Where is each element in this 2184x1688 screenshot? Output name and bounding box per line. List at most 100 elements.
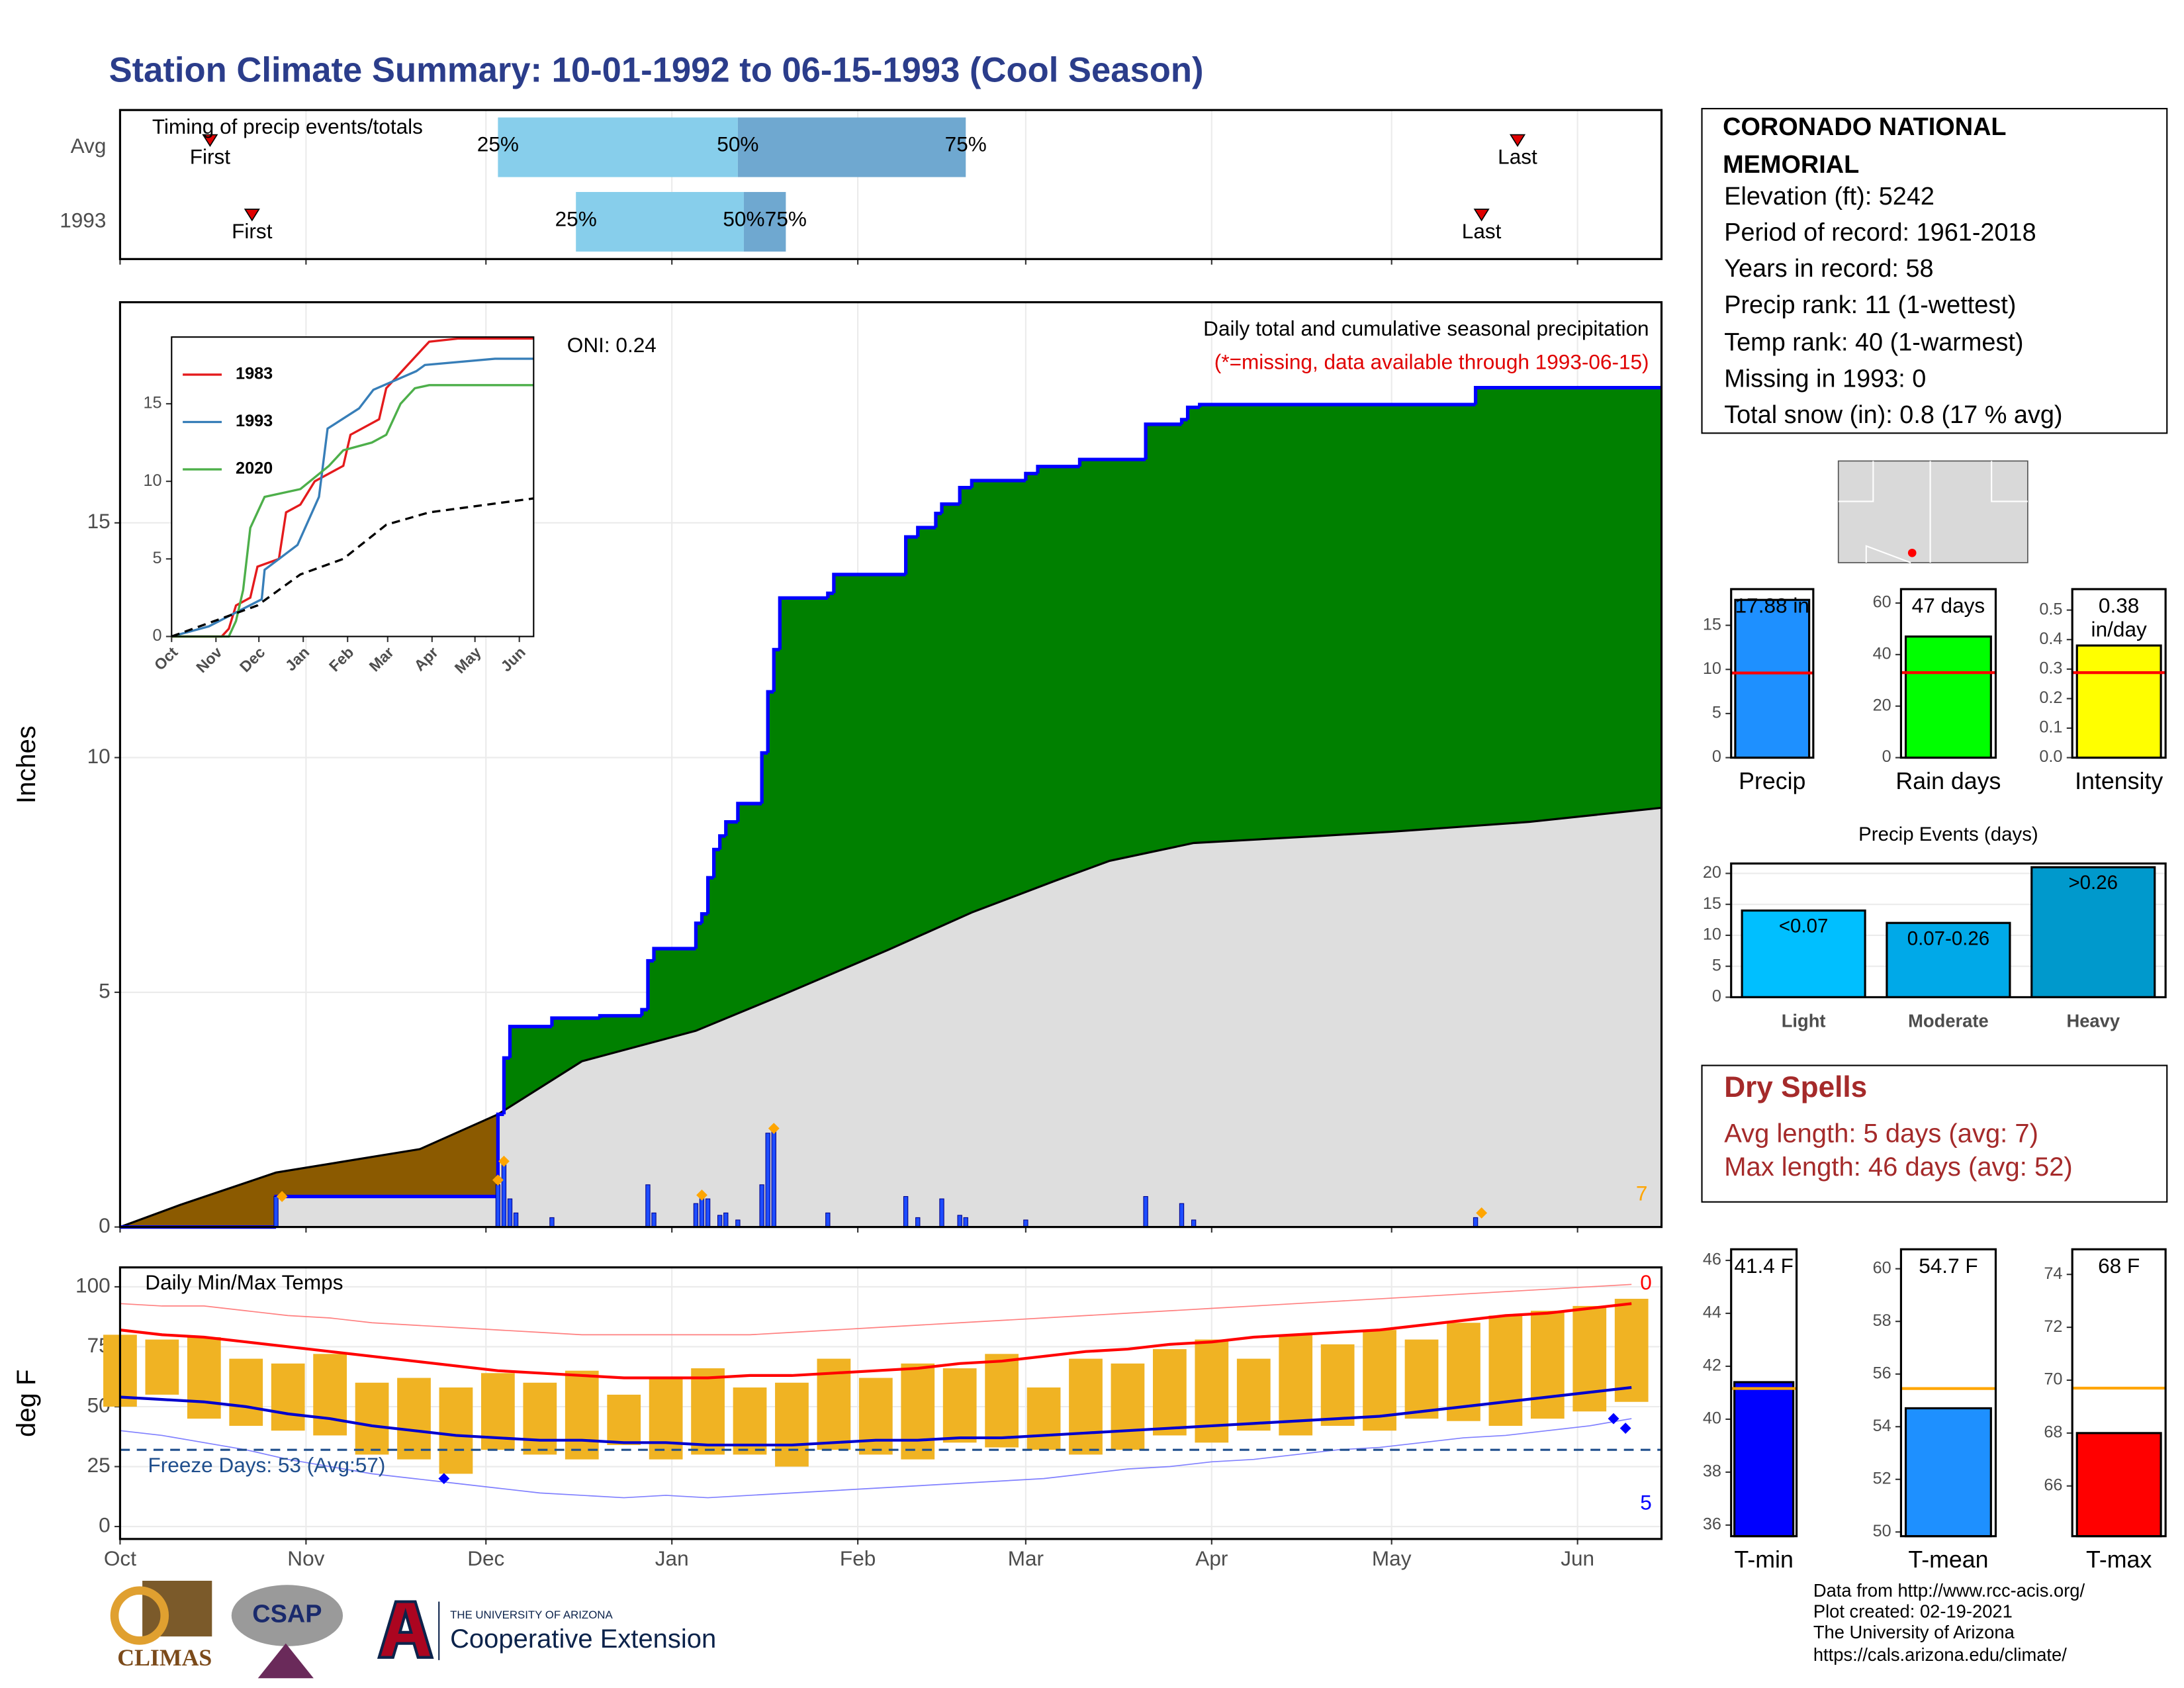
event-label: First	[232, 219, 273, 243]
cumulative-step	[1473, 385, 1662, 405]
cumulative-step	[1036, 465, 1080, 474]
daily-bar	[1143, 1196, 1148, 1228]
cumulative-step	[760, 751, 768, 804]
quartile-label: 50%	[717, 132, 758, 156]
category-label: Light	[1782, 1011, 1826, 1031]
logo-text: THE UNIVERSITY OF ARIZONA	[450, 1609, 613, 1621]
event-label: Last	[1462, 219, 1502, 243]
bar	[1733, 1381, 1795, 1538]
y-tick-label: 0	[99, 1213, 111, 1237]
plot-frame	[1730, 1248, 1798, 1538]
y-tick-label: 54	[1873, 1417, 1891, 1435]
cumulative-step	[502, 1056, 510, 1115]
quartile-label: 25%	[477, 132, 519, 156]
cumulative-step	[916, 526, 936, 538]
cumulative-step	[705, 876, 714, 914]
y-tick-label: 60	[1873, 1258, 1891, 1277]
cumulative-step	[652, 947, 696, 961]
temp-range-bar	[1153, 1349, 1187, 1436]
x-tick-label: Dec	[467, 1546, 504, 1570]
credit-line: The University of Arizona	[1813, 1622, 2015, 1642]
value-label-box: 54.7 F	[1919, 1254, 1978, 1279]
quartile-label: 50%	[723, 207, 764, 230]
value-label: 41.4 F	[1734, 1254, 1794, 1279]
daily-bar	[759, 1184, 764, 1228]
annotation: 0	[1640, 1270, 1652, 1294]
y-tick-label: 15	[1703, 894, 1721, 913]
average-area	[120, 808, 1662, 1227]
y-tick-label: 100	[75, 1273, 111, 1297]
cumulative-step	[832, 573, 906, 594]
record-marker	[438, 1473, 450, 1485]
value-label-box: 0.38 in/day	[2091, 594, 2147, 642]
x-tick-label: Oct	[104, 1546, 136, 1570]
temp-range-bar	[565, 1370, 599, 1460]
y-tick-label: 60	[1873, 593, 1891, 612]
cumulative-step	[904, 535, 918, 575]
x-tick-label: Nov	[287, 1546, 324, 1570]
bar-label: <0.07	[1779, 915, 1829, 937]
station-detail: Temp rank: 40 (1-warmest)	[1724, 329, 2023, 357]
daily-bar	[723, 1212, 729, 1228]
temp-range-bar	[733, 1387, 767, 1455]
station-name-box: CORONADO NATIONAL MEMORIAL	[1723, 113, 2006, 178]
bar	[2075, 644, 2162, 759]
cumulative-step	[1077, 457, 1146, 467]
temp-range-bar	[439, 1387, 473, 1474]
bar-label: 0.07-0.26	[1907, 927, 1989, 949]
annotation: Daily total and cumulative seasonal prec…	[1203, 316, 1649, 340]
temp-range-bar	[355, 1382, 389, 1455]
cumulative-step	[718, 834, 726, 850]
temp-range-bar	[187, 1336, 221, 1419]
logo-text: CSAP	[252, 1601, 322, 1628]
daily-bar	[963, 1217, 968, 1228]
category-label: Intensity	[2075, 768, 2163, 794]
page-title: Station Climate Summary: 10-01-1992 to 0…	[109, 50, 1204, 89]
y-tick-label: 56	[1873, 1364, 1891, 1382]
record-marker	[1608, 1413, 1619, 1425]
y-tick-label: 5	[1712, 956, 1721, 974]
station-detail: Precip rank: 11 (1-wettest)	[1724, 291, 2016, 319]
legend-label: 1983	[236, 365, 273, 383]
temp-range-bar	[1236, 1358, 1271, 1431]
daily-bar	[507, 1198, 513, 1228]
climas-logo: CLIMAS	[110, 1580, 212, 1671]
quartile-bar	[737, 117, 966, 177]
quartile-bar	[498, 117, 738, 177]
temp-range-bar	[1614, 1299, 1649, 1402]
event-marker	[1509, 134, 1526, 147]
quartile-bar	[743, 192, 786, 252]
cumulative-step	[496, 1112, 504, 1197]
annotation: Daily Min/Max Temps	[145, 1270, 343, 1294]
cumulative-step	[1198, 402, 1476, 408]
record-high-line	[120, 1284, 1632, 1336]
station-details: Elevation (ft): 5242 Period of record: 1…	[1724, 183, 2062, 429]
avg-min-line	[120, 1385, 1632, 1447]
cumulative-step	[934, 512, 942, 528]
y-tick-label: 50	[1873, 1522, 1891, 1540]
annotation: 7	[1636, 1182, 1648, 1205]
temp-range-bar	[649, 1378, 683, 1460]
surplus-area	[120, 387, 1662, 1227]
plot-frame	[118, 109, 1663, 260]
temp-range-bar	[229, 1358, 263, 1426]
cumulative-step	[1185, 405, 1200, 420]
x-tick-label: Apr	[1195, 1546, 1228, 1570]
dry-spells-line: Max length: 46 days (avg: 52)	[1724, 1152, 2073, 1182]
plot-frame	[171, 336, 535, 637]
y-tick-label: 5	[1712, 704, 1721, 722]
map-background	[1837, 460, 2028, 563]
value-label-box: 47 days	[1912, 594, 1985, 618]
cumulative-step	[940, 502, 960, 514]
station-detail: Years in record: 58	[1724, 255, 1933, 283]
daily-bar	[645, 1184, 651, 1228]
series-line	[171, 384, 534, 638]
plot-frame	[118, 1266, 1663, 1540]
y-tick-label: 36	[1703, 1515, 1721, 1534]
credits: Data from http://www.rcc-acis.org/ Plot …	[1813, 1580, 2085, 1665]
series-line	[171, 337, 534, 638]
cumulative-step	[640, 1008, 648, 1016]
value-label: 54.7 F	[1919, 1254, 1978, 1279]
y-tick-label: 44	[1703, 1303, 1721, 1322]
temp-range-bar	[775, 1382, 809, 1467]
